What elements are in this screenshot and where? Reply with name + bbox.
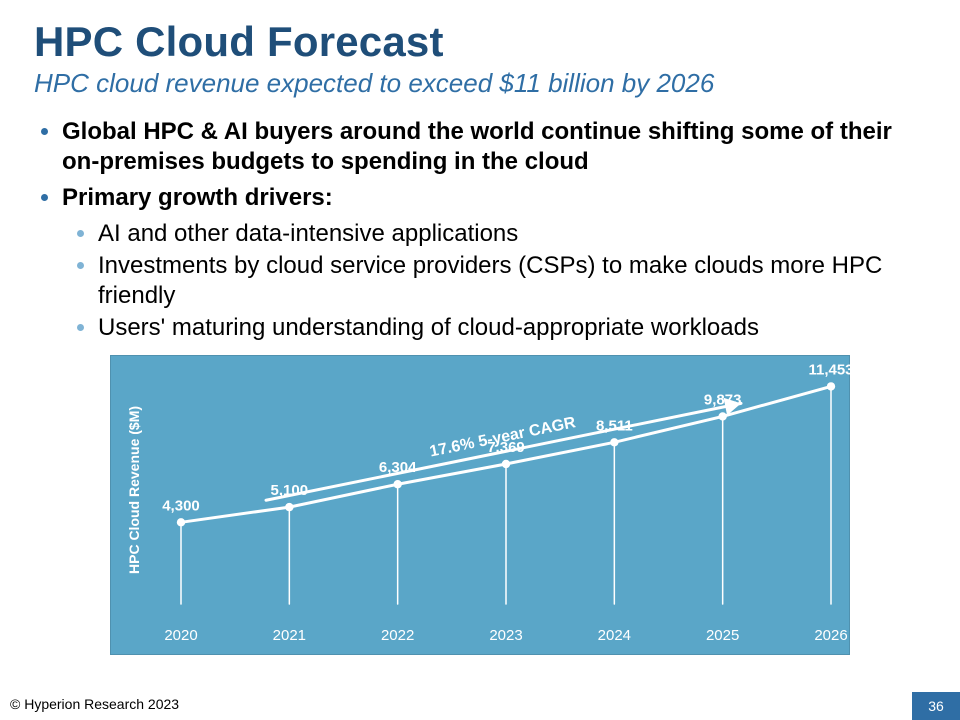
- chart-x-label: 2025: [706, 627, 739, 644]
- bullet-list: Global HPC & AI buyers around the world …: [34, 117, 926, 343]
- sub-bullet-item: Investments by cloud service providers (…: [98, 251, 926, 311]
- page-number-badge: 36: [912, 692, 960, 720]
- sub-bullet-item: Users' maturing understanding of cloud-a…: [98, 313, 926, 343]
- sub-bullet-list: AI and other data-intensive applications…: [62, 219, 926, 343]
- chart-x-label: 2024: [598, 627, 631, 644]
- chart-x-label: 2026: [814, 627, 847, 644]
- chart-marker: [610, 438, 618, 446]
- chart-marker: [177, 518, 185, 526]
- sub-bullet-item: AI and other data-intensive applications: [98, 219, 926, 249]
- chart-x-label: 2020: [164, 627, 197, 644]
- chart-y-axis-label: HPC Cloud Revenue ($M): [126, 406, 142, 574]
- chart-x-label: 2021: [273, 627, 306, 644]
- copyright: © Hyperion Research 2023: [10, 696, 179, 712]
- slide: HPC Cloud Forecast HPC cloud revenue exp…: [0, 0, 960, 720]
- page-subtitle: HPC cloud revenue expected to exceed $11…: [34, 68, 926, 99]
- chart-value-label: 11,453: [808, 361, 851, 378]
- chart-marker: [502, 460, 510, 468]
- hpc-cloud-revenue-chart: 4,30020205,10020216,30420227,36920238,51…: [110, 355, 850, 655]
- bullet-item: Primary growth drivers:: [62, 183, 926, 213]
- page-title: HPC Cloud Forecast: [34, 18, 926, 66]
- chart-svg: 4,30020205,10020216,30420227,36920238,51…: [111, 356, 851, 656]
- chart-x-label: 2023: [489, 627, 522, 644]
- chart-value-label: 4,300: [162, 497, 200, 514]
- chart-marker: [827, 382, 835, 390]
- chart-marker: [285, 503, 293, 511]
- chart-marker: [393, 480, 401, 488]
- cagr-arrow: [266, 403, 741, 500]
- bullet-item: Global HPC & AI buyers around the world …: [62, 117, 926, 177]
- chart-x-label: 2022: [381, 627, 414, 644]
- chart-marker: [718, 412, 726, 420]
